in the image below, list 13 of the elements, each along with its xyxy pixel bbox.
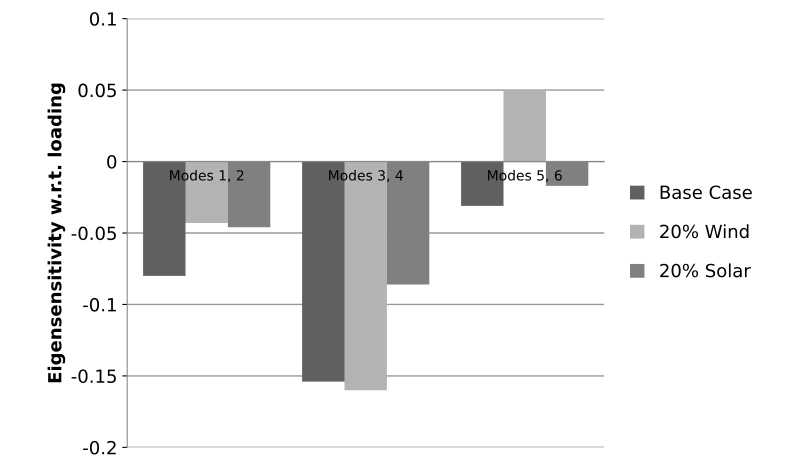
y-tick-label: -0.05 (72, 226, 116, 240)
x-tick-label: Modes 3, 4 (329, 170, 403, 182)
y-axis-title: Eigensensitivity w.r.t. loading (48, 84, 66, 382)
legend-label: 20% Wind (660, 224, 748, 238)
y-tick-label: -0.2 (83, 440, 116, 454)
y-tick-label: 0 (107, 155, 116, 169)
y-tick-label: -0.15 (72, 369, 116, 384)
x-tick-label: Modes 1, 2 (170, 170, 244, 182)
y-tick-label: 0.1 (90, 12, 116, 26)
legend-label: Base Case (660, 185, 752, 200)
y-tick-label: -0.1 (83, 298, 116, 312)
legend-label: 20% Solar (660, 263, 751, 278)
y-tick-label: 0.05 (78, 84, 116, 98)
